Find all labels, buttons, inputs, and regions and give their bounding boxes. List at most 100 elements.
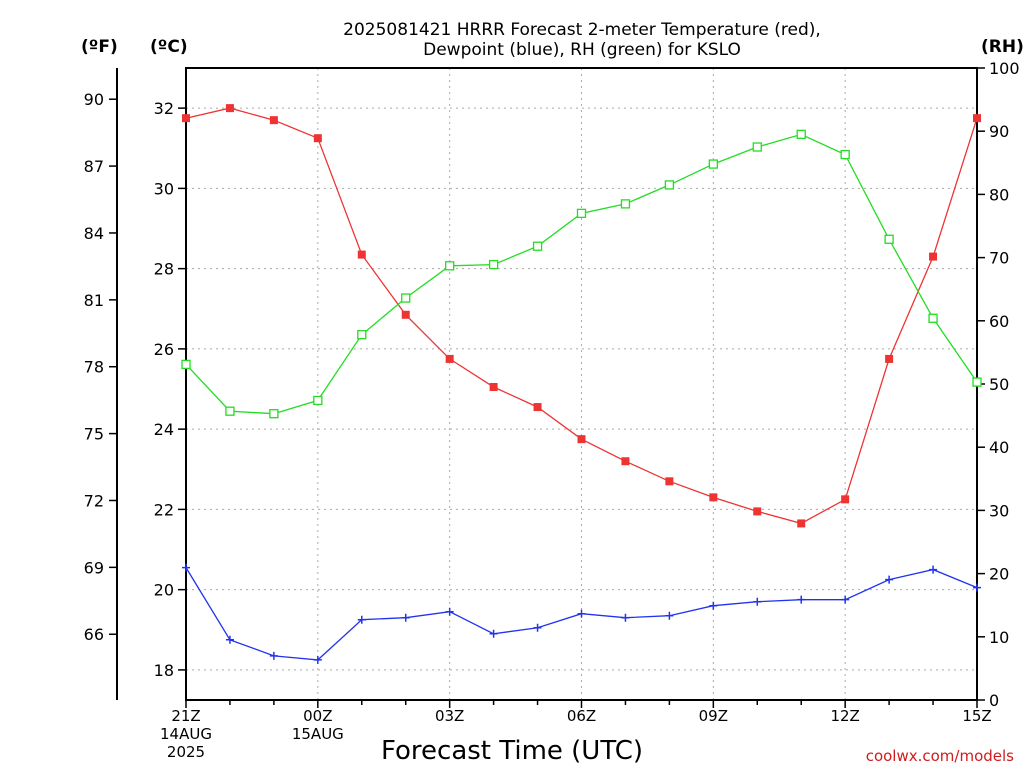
rh-tick-label: 30 (989, 501, 1009, 520)
dewpoint-point (357, 615, 366, 624)
fahrenheit-tick-label: 87 (84, 157, 104, 176)
fahrenheit-tick-label: 78 (84, 358, 104, 377)
rh-point (664, 180, 675, 190)
x-tick-label: 2025 (167, 743, 205, 761)
dewpoint-point (885, 575, 894, 584)
temperature-point (225, 104, 234, 113)
temperature-point (709, 493, 718, 502)
fahrenheit-tick-label: 90 (84, 90, 104, 109)
rh-point (357, 330, 367, 340)
rh-point (884, 234, 894, 244)
fahrenheit-tick-label: 69 (84, 558, 104, 577)
temperature-point (753, 507, 762, 516)
celsius-tick-label: 22 (154, 500, 174, 519)
temperature-point (797, 519, 806, 528)
rh-tick-label: 100 (989, 59, 1020, 78)
dewpoint-point (577, 609, 586, 618)
series-layer (181, 104, 982, 664)
celsius-tick-label: 26 (154, 340, 174, 359)
x-tick-label: 14AUG (160, 725, 212, 743)
fahrenheit-tick-label: 84 (84, 224, 104, 243)
temperature-point (489, 383, 498, 392)
celsius-tick-label: 18 (154, 661, 174, 680)
rh-tick-label: 80 (989, 185, 1009, 204)
dewpoint-point (797, 595, 806, 604)
rh-point (401, 293, 411, 303)
x-tick-label: 06Z (567, 707, 596, 725)
rh-tick-label: 10 (989, 628, 1009, 647)
rh-point (796, 129, 806, 140)
rh-tick-label: 90 (989, 122, 1009, 141)
dewpoint-point (401, 613, 410, 622)
dewpoint-point (445, 607, 454, 616)
rh-tick-label: 50 (989, 375, 1009, 394)
plot-frame (185, 67, 978, 701)
rh-point (840, 149, 850, 160)
x-tick-label: 12Z (830, 707, 859, 725)
rh-tick-label: 40 (989, 438, 1009, 457)
celsius-tick-label: 30 (154, 179, 174, 198)
fahrenheit-tick-label: 81 (84, 291, 104, 310)
chart-title-line1: 2025081421 HRRR Forecast 2-meter Tempera… (343, 20, 821, 40)
rh-point (488, 259, 499, 270)
temperature-point (841, 495, 850, 504)
temperature-point (533, 403, 542, 412)
x-tick-label: 15AUG (292, 725, 344, 743)
x-tick-label: 03Z (435, 707, 464, 725)
dewpoint-point (489, 629, 498, 638)
fahrenheit-tick-label: 72 (84, 491, 104, 510)
temperature-point (929, 252, 938, 261)
celsius-unit-label: (ºC) (150, 37, 188, 57)
celsius-tick-label: 20 (154, 581, 174, 600)
grid-layer (186, 68, 977, 700)
dewpoint-point (929, 565, 938, 574)
rh-point (313, 395, 323, 406)
rh-point (708, 159, 718, 169)
rh-point (445, 261, 455, 271)
temperature-point (401, 310, 410, 319)
fahrenheit-tick-label: 75 (84, 425, 104, 444)
rh-tick-label: 70 (989, 249, 1009, 268)
axes-layer: 18 20 22 24 26 28 30 32 66 69 72 75 78 81 84 87 90 0 10 20 3… (84, 59, 1020, 761)
dewpoint-point (225, 635, 234, 644)
rh-point (928, 313, 938, 323)
rh-point (752, 142, 762, 152)
fahrenheit-tick-label: 66 (84, 625, 104, 644)
temperature-point (621, 457, 630, 466)
x-tick-label: 15Z (962, 707, 991, 725)
x-tick-label: 09Z (699, 707, 728, 725)
rh-point (532, 241, 543, 251)
dewpoint-point (665, 611, 674, 620)
x-tick-label: 00Z (303, 707, 332, 725)
dewpoint-point (753, 597, 762, 606)
temperature-point (269, 116, 278, 125)
rh-point (620, 199, 631, 209)
rh-tick-label: 0 (989, 691, 999, 710)
temperature-point (182, 114, 190, 123)
fahrenheit-unit-label: (ºF) (81, 37, 118, 57)
dewpoint-point (709, 601, 718, 610)
rh-point (269, 409, 279, 419)
rh-point (576, 208, 587, 219)
temperature-point (577, 435, 586, 444)
temperature-point (973, 114, 981, 123)
temperature-point (357, 250, 366, 259)
rh-tick-label: 60 (989, 312, 1009, 331)
dewpoint-point (533, 623, 542, 632)
dewpoint-point (182, 563, 190, 572)
celsius-tick-label: 24 (154, 420, 174, 439)
temperature-point (313, 134, 322, 143)
rh-point (972, 377, 982, 387)
x-axis-label: Forecast Time (UTC) (381, 736, 643, 766)
temperature-point (665, 477, 674, 486)
rh-point (181, 359, 191, 370)
dewpoint-point (973, 583, 981, 592)
celsius-tick-label: 28 (154, 260, 174, 279)
rh-unit-label: (RH) (981, 37, 1024, 57)
dewpoint-point (841, 595, 850, 604)
rh-point (225, 406, 235, 416)
celsius-tick-label: 32 (154, 99, 174, 118)
credit-text: coolwx.com/models (866, 747, 1014, 765)
x-tick-label: 21Z (171, 707, 200, 725)
